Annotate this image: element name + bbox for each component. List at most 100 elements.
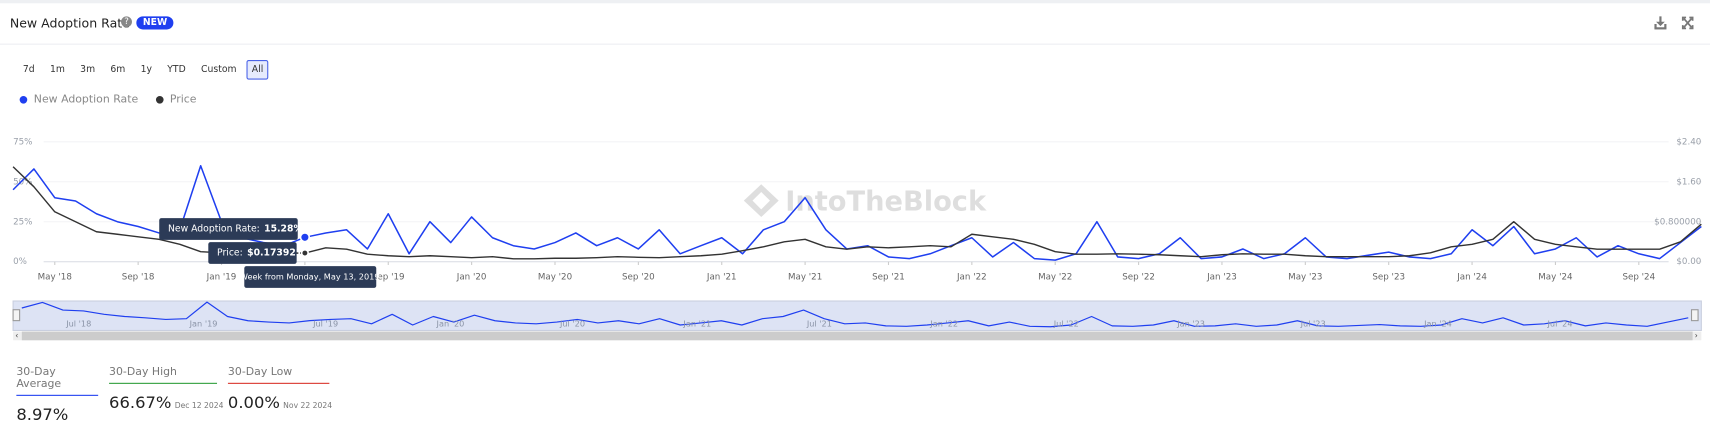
tooltip-box — [244, 266, 377, 288]
legend-label: Price — [169, 93, 197, 106]
navigator — [12, 300, 1702, 331]
tooltip-box — [208, 242, 297, 264]
x-tick-label: May '20 — [538, 273, 572, 283]
top-bar — [0, 0, 1710, 4]
y-tick-label: 50% — [13, 177, 32, 187]
range-button[interactable]: 1m — [49, 64, 65, 76]
navigator-handle[interactable] — [1690, 309, 1699, 322]
x-tick-label: May '21 — [788, 273, 822, 283]
y2-tick-label: $2.40 — [1676, 137, 1701, 147]
hover-marker — [299, 232, 311, 243]
help-icon[interactable]: ? — [121, 16, 132, 28]
x-tick-label: Jan '23 — [1206, 273, 1237, 283]
navigator-handle[interactable] — [12, 309, 21, 322]
scrollbar-arrow: ‹ — [15, 331, 18, 340]
stat: 30-Day Average 8.97% — [16, 366, 99, 425]
tooltip-box — [159, 218, 298, 240]
stat-value: 66.67% Dec 12 2024 — [109, 393, 223, 413]
x-tick-label: Sep '18 — [122, 273, 155, 283]
range-button[interactable]: All — [246, 59, 269, 80]
stat-date: Nov 22 2024 — [283, 401, 333, 411]
stat-value: 0.00% Nov 22 2024 — [228, 393, 332, 413]
legend-swatch — [19, 95, 28, 104]
x-tick-label: May '22 — [1038, 273, 1072, 283]
x-tick-label: Jan '20 — [456, 273, 487, 283]
download-icon[interactable] — [1654, 16, 1667, 30]
watermark-text: IntoTheBlock — [785, 186, 987, 217]
watermark: IntoTheBlock — [743, 184, 987, 217]
range-button[interactable]: 3m — [80, 64, 96, 76]
range-button[interactable]: 6m — [110, 64, 126, 76]
x-tick-label: Jan '19 — [206, 273, 237, 283]
scrollbar-thumb — [21, 331, 1693, 341]
x-tick-label: Jan '21 — [706, 273, 737, 283]
tooltip-value: $0.173921 — [247, 248, 302, 259]
x-tick-label: Sep '22 — [1122, 273, 1155, 283]
x-tick-label: Sep '23 — [1372, 273, 1405, 283]
navigator-label: Jan '19 — [189, 318, 218, 328]
x-tick-label: May '23 — [1288, 273, 1322, 283]
x-tick-label: May '18 — [38, 273, 72, 283]
range-button[interactable]: YTD — [167, 64, 186, 76]
stat-label: 30-Day Low — [227, 366, 330, 384]
navigator-label: Jul '18 — [65, 318, 91, 328]
stat: 30-Day Low 0.00% Nov 22 2024 — [227, 366, 332, 413]
range-button[interactable]: 7d — [22, 64, 35, 76]
header-icons — [1654, 16, 1694, 30]
x-tick-label: May '24 — [1538, 273, 1573, 283]
navigator-label: Jul '23 — [1300, 318, 1326, 328]
y2-tick-label: $0.800000 — [1654, 217, 1701, 227]
tooltip-week: Week from Monday, May 13, 2019 — [240, 272, 380, 282]
y2-tick-label: $1.60 — [1676, 177, 1701, 187]
legend: New Adoption Rate Price — [19, 93, 197, 106]
range-button[interactable]: 1y — [140, 64, 153, 76]
y2-tick-label: $0.00 — [1676, 257, 1701, 267]
navigator-label: Jan '21 — [682, 318, 711, 328]
stat-number: 8.97% — [16, 404, 69, 425]
chart: IntoTheBlock 0% 25% 50% 75% $0.00 $0.800000 $1… — [12, 137, 1702, 341]
navigator-label: Jul '24 — [1547, 318, 1573, 328]
legend-label: New Adoption Rate — [33, 93, 139, 106]
navigator-label: Jan '20 — [436, 318, 465, 328]
x-tick-label: Sep '21 — [872, 273, 905, 283]
x-tick-label: Sep '20 — [622, 273, 655, 283]
navigator-label: Jan '22 — [929, 318, 958, 328]
navigator-label: Jul '20 — [559, 318, 585, 328]
legend-swatch — [155, 95, 164, 104]
x-tick-label: Sep '19 — [372, 273, 405, 283]
scrollbar-arrow: › — [1695, 331, 1698, 340]
legend-item[interactable]: Price — [155, 93, 197, 106]
y-tick-label: 25% — [13, 217, 32, 227]
stat-number: 0.00% — [227, 392, 280, 413]
hover-marker — [300, 248, 309, 258]
stat-value: 8.97% — [16, 405, 98, 425]
widget-title: New Adoption Rate — [9, 15, 130, 31]
tooltip-value: 15.28% — [264, 224, 303, 235]
y-tick-label: 0% — [13, 257, 27, 267]
fullscreen-icon[interactable] — [1681, 16, 1694, 30]
x-tick-label: Sep '24 — [1622, 273, 1655, 283]
x-tick-label: Jan '24 — [1456, 273, 1487, 283]
tooltip-label: Price: — [217, 248, 243, 259]
navigator-label: Jul '21 — [806, 318, 832, 328]
stat: 30-Day High 66.67% Dec 12 2024 — [109, 366, 223, 412]
stat-number: 66.67% — [109, 392, 172, 413]
navigator-label: Jul '19 — [312, 318, 338, 328]
header-divider — [0, 43, 1710, 45]
new-badge: NEW — [136, 16, 174, 30]
range-buttons: 7d 1m 3m 6m 1y YTD Custom All — [17, 59, 269, 80]
navigator-label: Jan '24 — [1423, 318, 1452, 328]
navigator-line — [21, 301, 1689, 328]
range-button[interactable]: Custom — [201, 64, 237, 76]
legend-item[interactable]: New Adoption Rate — [19, 93, 139, 106]
stat-label: 30-Day Average — [16, 366, 99, 396]
navigator-label: Jul '22 — [1053, 318, 1079, 328]
tooltip-label: New Adoption Rate: — [168, 224, 260, 235]
y-tick-label: 75% — [13, 137, 32, 147]
navigator-label: Jan '23 — [1176, 318, 1205, 328]
x-tick-label: Jan '22 — [956, 273, 987, 283]
stat-date: Dec 12 2024 — [174, 401, 224, 411]
stat-label: 30-Day High — [109, 366, 218, 384]
